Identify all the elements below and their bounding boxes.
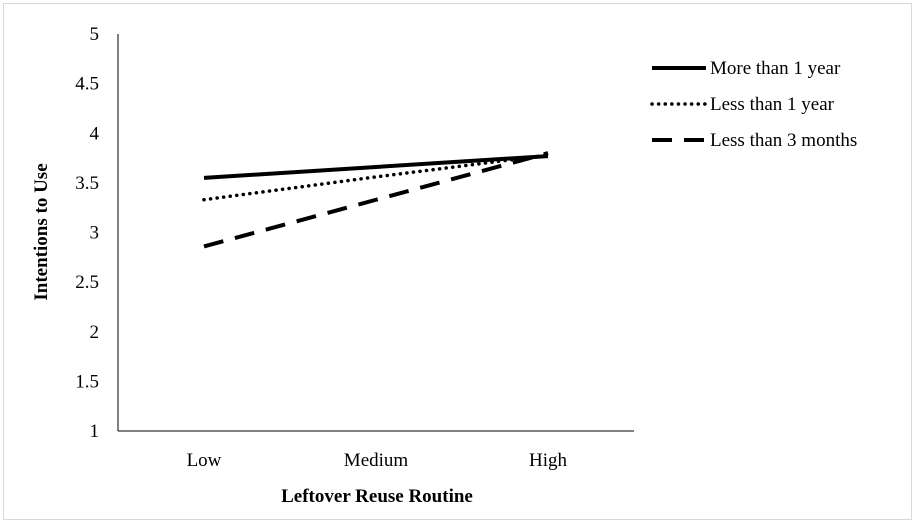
y-tick-label: 3 xyxy=(90,223,100,244)
legend-label: More than 1 year xyxy=(710,58,841,79)
y-tick-label: 4.5 xyxy=(75,74,99,95)
legend-label: Less than 1 year xyxy=(710,94,835,115)
series-line-dashed xyxy=(203,151,549,249)
y-tick-labels: 1 1.5 2 2.5 3 3.5 4 4.5 5 xyxy=(75,24,99,442)
legend-label: Less than 3 months xyxy=(710,130,857,151)
y-tick-label: 2.5 xyxy=(75,272,99,293)
x-tick-labels: Low Medium High xyxy=(187,450,568,471)
series-line-dotted xyxy=(202,153,550,202)
y-tick-label: 4 xyxy=(90,123,100,144)
y-tick-label: 2 xyxy=(90,322,100,343)
legend: More than 1 year Less than 1 year Less tha… xyxy=(650,58,857,151)
axes xyxy=(117,34,634,432)
y-tick-label: 1.5 xyxy=(75,371,99,392)
x-tick-label: High xyxy=(529,450,568,471)
series-line-solid xyxy=(203,154,549,180)
chart-frame xyxy=(3,3,912,520)
series-lines xyxy=(202,151,550,249)
x-axis-title: Leftover Reuse Routine xyxy=(281,486,473,507)
x-tick-label: Low xyxy=(187,450,222,471)
y-tick-label: 5 xyxy=(90,24,100,45)
y-tick-label: 3.5 xyxy=(75,173,99,194)
y-axis-title: Intentions to Use xyxy=(31,163,52,300)
y-tick-label: 1 xyxy=(90,421,100,442)
x-tick-label: Medium xyxy=(344,450,409,471)
